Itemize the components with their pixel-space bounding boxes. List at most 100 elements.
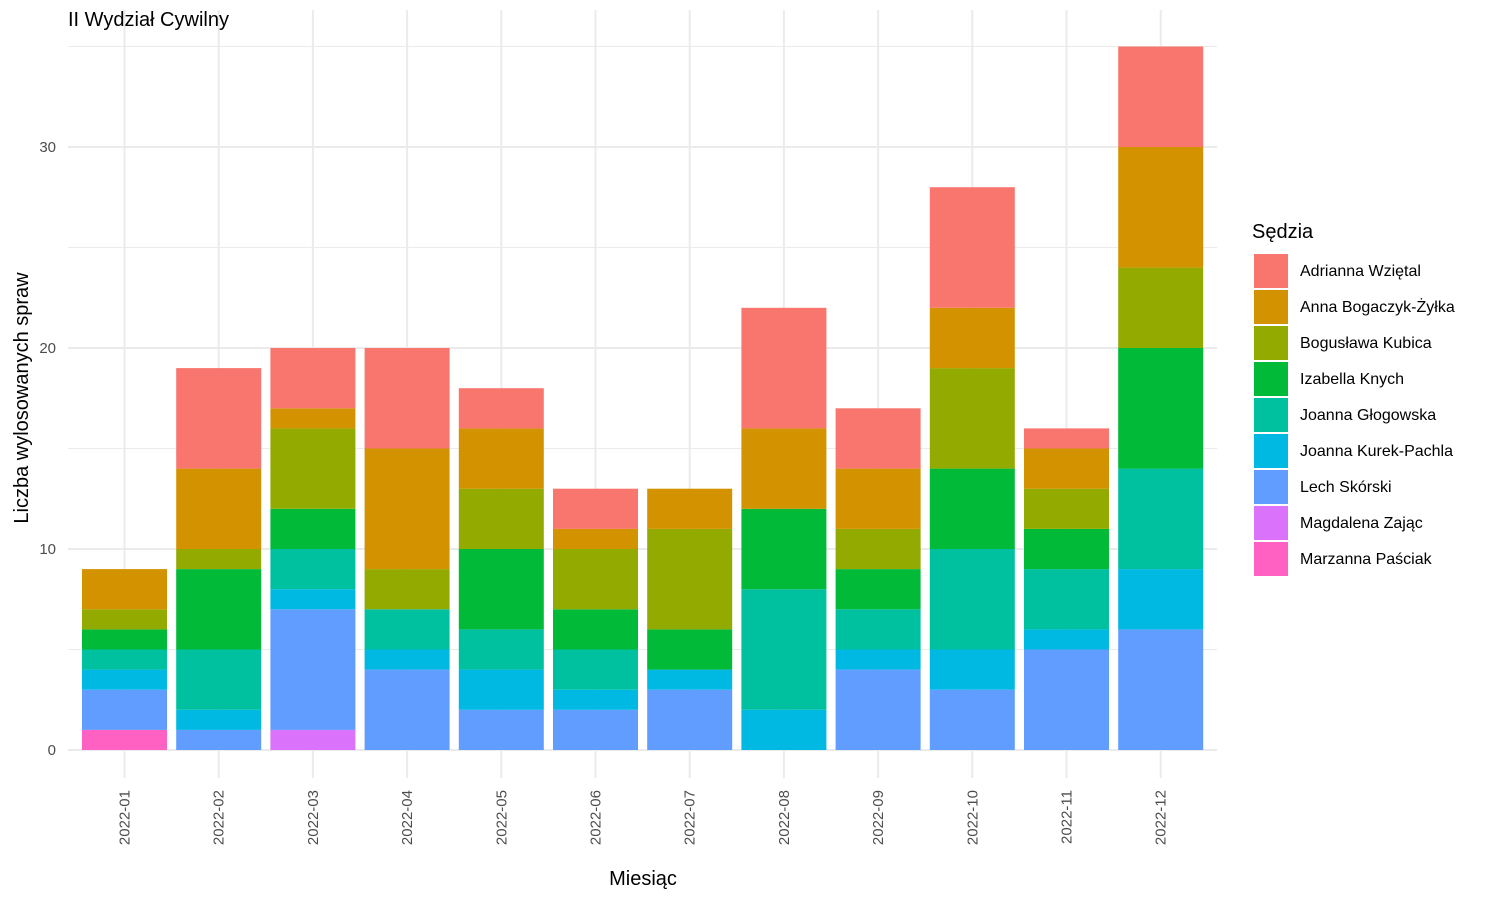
bar-segment	[835, 609, 921, 650]
legend-key	[1254, 362, 1288, 396]
bar-segment	[647, 528, 733, 630]
bar-segment	[176, 368, 262, 469]
legend-label: Magdalena Zając	[1300, 515, 1423, 532]
bar-segment	[553, 709, 638, 750]
y-tick-label: 10	[39, 541, 56, 558]
bar-segment	[364, 348, 450, 449]
bar-segment	[176, 709, 262, 730]
bar-segment	[553, 528, 638, 549]
legend-key	[1254, 290, 1288, 324]
y-axis-ticks: 0 10 20 30	[39, 139, 56, 759]
bar-segment	[82, 629, 167, 650]
bar-segment	[1024, 448, 1109, 489]
bar-segment	[835, 669, 921, 750]
bar-segment	[553, 649, 638, 690]
bar-segment	[1118, 468, 1204, 570]
bar-segment	[553, 689, 638, 710]
bar-segment	[929, 549, 1015, 650]
bar-segment	[1118, 629, 1204, 750]
legend-label: Adrianna Wziętal	[1300, 263, 1421, 280]
bar-segment	[82, 669, 167, 690]
x-axis-title: Miesiąc	[609, 868, 677, 890]
bar-segment	[1024, 428, 1109, 449]
chart-title: II Wydział Cywilny	[68, 9, 229, 31]
bar-segment	[270, 589, 356, 610]
legend-label: Lech Skórski	[1300, 479, 1392, 496]
bar-segment	[270, 428, 356, 509]
y-tick-label: 20	[39, 340, 56, 357]
legend: Sędzia Adrianna Wziętal Anna Bogaczyk-Żył…	[1252, 221, 1455, 576]
bar-segment	[458, 669, 544, 710]
bar-segment	[835, 468, 921, 529]
bar-segment	[82, 569, 167, 610]
legend-key	[1254, 470, 1288, 504]
bar-segment	[82, 609, 167, 630]
bar-segment	[176, 569, 262, 650]
bar-segment	[1118, 569, 1204, 630]
bar-segment	[270, 609, 356, 730]
bar-segment	[647, 669, 733, 690]
bar-segment	[1024, 629, 1109, 650]
x-tick-label: 2022-09	[870, 790, 887, 845]
legend-key	[1254, 254, 1288, 288]
bar-segment	[1118, 267, 1204, 348]
y-axis-title: Liczba wylosowanych spraw	[11, 272, 33, 524]
bar-segment	[929, 689, 1015, 750]
bar-segment	[929, 468, 1015, 549]
x-tick-label: 2022-07	[682, 790, 699, 845]
bar-segment	[835, 408, 921, 469]
x-tick-label: 2022-08	[776, 790, 793, 845]
legend-label: Marzanna Paściak	[1300, 551, 1433, 568]
bar-segment	[458, 629, 544, 670]
bar-segment	[458, 428, 544, 489]
bar-segment	[458, 549, 544, 630]
bar-segment	[270, 408, 356, 429]
x-tick-label: 2022-12	[1153, 790, 1170, 845]
bar-segment	[741, 508, 827, 590]
bar-segment	[270, 729, 356, 750]
bar-segment	[929, 649, 1015, 690]
bar-segment	[458, 388, 544, 429]
bar-segment	[458, 709, 544, 750]
bar-segment	[176, 468, 262, 549]
bar-segment	[458, 488, 544, 549]
bar-segment	[1024, 488, 1109, 529]
bar-segment	[176, 729, 262, 750]
bar-segment	[82, 729, 167, 750]
bar-segment	[1024, 528, 1109, 570]
bar-segment	[929, 187, 1015, 308]
bar-segment	[929, 368, 1015, 469]
x-tick-label: 2022-01	[117, 790, 134, 845]
x-tick-label: 2022-05	[493, 790, 510, 845]
legend-label: Izabella Knych	[1300, 371, 1404, 388]
legend-label: Bogusława Kubica	[1300, 335, 1432, 352]
x-tick-label: 2022-04	[399, 790, 416, 845]
bars	[82, 46, 1204, 750]
bar-segment	[364, 669, 450, 750]
x-tick-label: 2022-11	[1059, 790, 1076, 844]
bar-segment	[741, 428, 827, 509]
bar-segment	[364, 569, 450, 610]
bar-segment	[270, 549, 356, 590]
legend-label: Joanna Kurek-Pachla	[1300, 443, 1453, 460]
x-tick-label: 2022-03	[305, 790, 322, 845]
bar-segment	[270, 348, 356, 409]
x-axis-ticks: 2022-01 2022-02 2022-03 2022-04 2022-05 2022-…	[117, 790, 1170, 845]
bar-segment	[1118, 147, 1204, 268]
bar-segment	[1024, 569, 1109, 630]
bar-segment	[741, 589, 827, 710]
y-tick-label: 0	[48, 742, 56, 759]
bar-segment	[364, 609, 450, 650]
bar-segment	[929, 307, 1015, 369]
bar-segment	[835, 528, 921, 570]
x-tick-label: 2022-10	[964, 790, 981, 845]
bar-segment	[1024, 649, 1109, 750]
bar-segment	[835, 569, 921, 610]
bar-segment	[647, 488, 733, 529]
y-tick-label: 30	[39, 139, 56, 156]
bar-segment	[741, 307, 827, 429]
bar-segment	[835, 649, 921, 670]
legend-key	[1254, 434, 1288, 468]
legend-key	[1254, 398, 1288, 432]
